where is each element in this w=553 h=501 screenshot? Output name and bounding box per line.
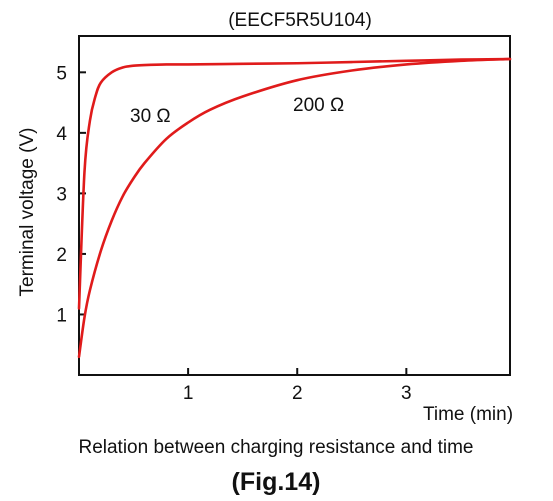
x-axis-title: Time (min) [423, 404, 513, 425]
figure-caption: Relation between charging resistance and… [78, 437, 473, 458]
y-tick-label: 4 [56, 124, 67, 145]
series-label-200-ohm: 200 Ω [293, 95, 344, 116]
x-tick-label: 1 [183, 383, 194, 404]
y-axis-title: Terminal voltage (V) [17, 128, 38, 297]
chart-title: (EECF5R5U104) [228, 10, 372, 31]
y-axis: 1 2 3 4 5 [56, 63, 86, 326]
x-axis: 1 2 3 [183, 368, 412, 404]
figure-label: (Fig.14) [232, 468, 321, 496]
series-line-0 [77, 57, 512, 310]
series-label-30-ohm: 30 Ω [130, 106, 171, 127]
y-tick-label: 1 [56, 305, 67, 326]
y-tick-label: 2 [56, 245, 67, 266]
series-line-1 [77, 57, 512, 359]
y-tick-label: 5 [56, 63, 67, 84]
plot-frame [78, 35, 511, 376]
y-tick-label: 3 [56, 184, 67, 205]
series-layer [77, 57, 512, 359]
x-tick-label: 2 [292, 383, 303, 404]
x-tick-label: 3 [401, 383, 412, 404]
